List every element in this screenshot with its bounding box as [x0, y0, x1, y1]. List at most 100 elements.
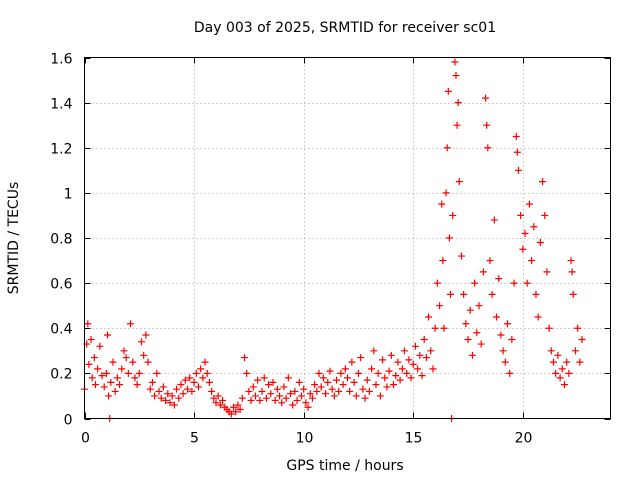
data-point [405, 356, 413, 364]
data-point [137, 338, 145, 346]
data-point [576, 358, 584, 366]
data-point [162, 396, 170, 404]
data-point [87, 336, 95, 344]
data-point [227, 410, 235, 418]
y-tick-label: 0.4 [50, 322, 72, 338]
data-point [541, 211, 549, 219]
data-point [293, 396, 301, 404]
data-point [262, 394, 270, 402]
data-point [100, 383, 108, 391]
data-point [525, 200, 533, 208]
data-point [571, 347, 579, 355]
data-point [563, 358, 571, 366]
data-point [177, 381, 185, 389]
data-point [210, 394, 218, 402]
data-point [352, 392, 360, 400]
data-point [513, 148, 521, 156]
data-point [407, 374, 415, 382]
data-point [453, 121, 461, 129]
data-point [464, 336, 472, 344]
data-point [291, 387, 299, 395]
data-point [490, 216, 498, 224]
y-tick-label: 0.6 [50, 277, 72, 293]
data-point [148, 378, 156, 386]
data-point [508, 336, 516, 344]
data-point [567, 257, 575, 265]
data-point [495, 275, 503, 283]
data-point [254, 376, 262, 384]
data-point [536, 239, 544, 247]
data-point [374, 369, 382, 377]
data-point [379, 356, 387, 364]
data-point [236, 405, 244, 413]
data-point [503, 320, 511, 328]
data-point [240, 354, 248, 362]
data-point [157, 394, 165, 402]
data-point [140, 351, 148, 359]
x-tick-label: 10 [296, 431, 314, 447]
data-point [297, 392, 305, 400]
data-point [313, 387, 321, 395]
y-tick-label: 0.8 [50, 232, 72, 248]
data-point [483, 121, 491, 129]
data-point [363, 376, 371, 384]
data-point [532, 290, 540, 298]
data-point [131, 374, 139, 382]
data-point [372, 381, 380, 389]
data-point [344, 374, 351, 382]
data-point [133, 381, 141, 389]
data-point [116, 381, 124, 389]
data-point [91, 381, 99, 389]
data-point [333, 376, 341, 384]
data-point [184, 385, 192, 393]
data-point [497, 331, 505, 339]
data-point [127, 320, 135, 328]
data-point [179, 390, 187, 398]
data-point [107, 378, 115, 386]
data-point [534, 313, 542, 321]
data-point [429, 365, 437, 373]
data-point [173, 385, 181, 393]
data-point [319, 374, 327, 382]
data-point [186, 374, 194, 382]
x-tick-label: 15 [405, 431, 423, 447]
data-point [370, 347, 378, 355]
data-point [245, 387, 253, 395]
data-point [105, 392, 113, 400]
data-point [460, 290, 468, 298]
data-point [558, 365, 566, 373]
data-point [311, 381, 319, 389]
data-point [181, 376, 189, 384]
data-points [81, 58, 586, 422]
data-point [383, 383, 391, 391]
data-point [85, 360, 93, 368]
grid-layer [84, 57, 611, 419]
data-point [151, 392, 159, 400]
data-point [208, 387, 216, 395]
data-point [514, 166, 522, 174]
data-point [346, 387, 354, 395]
data-point [552, 369, 560, 377]
data-point [471, 279, 479, 287]
data-point [447, 290, 455, 298]
data-point [111, 387, 119, 395]
data-point [418, 372, 426, 380]
data-point [330, 392, 338, 400]
data-point [192, 369, 200, 377]
data-point [326, 367, 334, 375]
data-point [475, 302, 483, 310]
data-point [287, 390, 295, 398]
data-point [545, 324, 553, 332]
data-point [122, 354, 130, 362]
data-point [265, 381, 273, 389]
data-point [376, 392, 384, 400]
y-tick-label: 1.2 [50, 142, 72, 158]
data-point [142, 331, 150, 339]
data-point [337, 369, 345, 377]
data-point [315, 369, 323, 377]
data-point [164, 390, 172, 398]
data-point [90, 354, 98, 362]
data-point [96, 342, 104, 350]
data-point [368, 365, 376, 373]
data-point [578, 336, 586, 344]
